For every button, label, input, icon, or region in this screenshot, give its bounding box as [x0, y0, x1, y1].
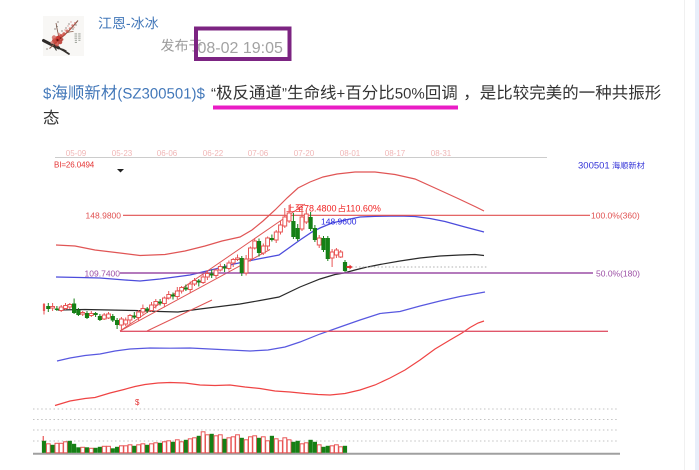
svg-text:08-02 19:05: 08-02 19:05 [198, 40, 284, 57]
svg-text:148.9600: 148.9600 [321, 217, 357, 227]
svg-text:06-06: 06-06 [157, 149, 178, 158]
svg-text:110.60%: 110.60% [346, 204, 381, 214]
svg-text:100.0%(360): 100.0%(360) [591, 211, 640, 221]
svg-text:50.0%(180): 50.0%(180) [596, 269, 640, 279]
svg-text:06-22: 06-22 [203, 149, 224, 158]
svg-text:08-17: 08-17 [385, 149, 406, 158]
svg-text:$: $ [135, 398, 140, 407]
svg-text:148.9800: 148.9800 [86, 211, 122, 221]
svg-text:05-09: 05-09 [66, 149, 87, 158]
svg-text:78.4800: 78.4800 [304, 204, 337, 214]
svg-text:07-06: 07-06 [248, 149, 269, 158]
svg-text:05-23: 05-23 [112, 149, 133, 158]
svg-text:07-20: 07-20 [294, 149, 315, 158]
svg-text:08-01: 08-01 [340, 149, 361, 158]
svg-text:109.7400: 109.7400 [85, 268, 121, 278]
svg-text:08-31: 08-31 [431, 149, 452, 158]
svg-text:BI=26.0494: BI=26.0494 [54, 161, 95, 170]
svg-text:300501: 300501 [578, 161, 610, 172]
